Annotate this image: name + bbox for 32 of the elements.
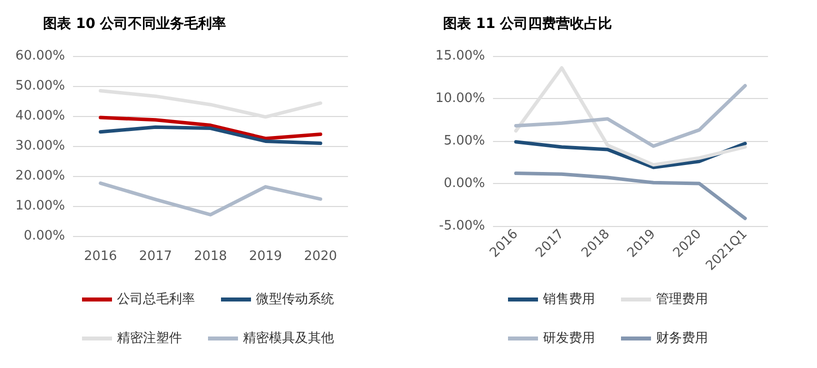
chart-title: 图表 10 公司不同业务毛利率 (43, 15, 226, 32)
y-tick-label: 5.00% (444, 134, 485, 148)
y-tick-label: 60.00% (15, 48, 65, 64)
line-series (514, 172, 747, 220)
y-tick-label: 10.00% (15, 198, 65, 214)
y-tick-label: 15.00% (435, 48, 485, 64)
line-series (98, 181, 322, 216)
line-series (98, 125, 322, 146)
legend-label: 精密模具及其他 (243, 331, 334, 346)
legend-label: 销售费用 (542, 292, 595, 307)
x-tick-label: 2020 (304, 249, 338, 264)
y-tick-label: -5.00% (439, 218, 485, 234)
x-tick-label: 2019 (248, 249, 282, 264)
legend-label: 微型传动系统 (256, 292, 334, 307)
legend-label: 管理费用 (656, 292, 708, 307)
line-series (514, 84, 747, 148)
legend-label: 财务费用 (656, 331, 708, 346)
legend-label: 公司总毛利率 (117, 291, 195, 307)
x-tick-label: 2018 (194, 249, 228, 264)
y-tick-label: 40.00% (15, 108, 65, 124)
legend-label: 研发费用 (543, 331, 595, 346)
chart-title: 图表 11 公司四费营收占比 (443, 16, 612, 32)
y-tick-label: 50.00% (15, 78, 65, 94)
y-tick-label: 0.00% (24, 228, 65, 244)
legend-label: 精密注塑件 (117, 330, 182, 346)
y-tick-label: 20.00% (15, 168, 65, 184)
y-tick-label: 0.00% (444, 176, 485, 191)
line-series (98, 116, 322, 140)
x-tick-label: 2016 (84, 249, 118, 264)
y-tick-label: 10.00% (435, 91, 485, 106)
x-tick-label: 2017 (138, 249, 172, 264)
y-tick-label: 30.00% (15, 138, 65, 154)
